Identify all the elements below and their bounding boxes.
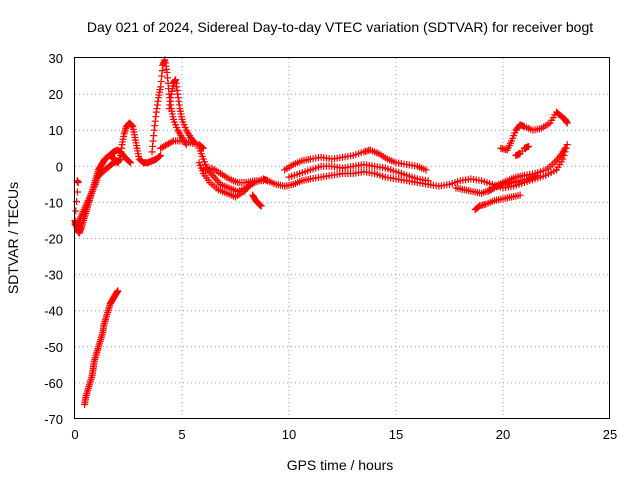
y-tick-label: 10 [49, 123, 63, 138]
data-point [561, 144, 569, 152]
data-point [516, 191, 524, 199]
data-point [563, 119, 571, 127]
y-tick-label: -50 [44, 340, 63, 355]
y-tick-label: -20 [44, 232, 63, 247]
series-arc-j-loop [199, 164, 267, 187]
y-tick-label: -60 [44, 376, 63, 391]
series-arc-s-rise [497, 108, 571, 154]
x-axis-label: GPS time / hours [287, 457, 394, 473]
data-point [516, 150, 524, 158]
data-point [156, 152, 164, 160]
tick-labels: 0 5 10 15 20 25 -70 -60 -50 -40 -30 -20 -10 0 10 20 30 [44, 51, 617, 442]
data-point [257, 202, 265, 210]
plot-frame [74, 57, 610, 419]
data-point [212, 175, 220, 183]
series-arc-c-start [71, 157, 122, 230]
data-point [422, 166, 430, 174]
series-arc-q-late [471, 191, 524, 214]
y-tick-label: 0 [56, 159, 63, 174]
data-point [198, 143, 206, 151]
series-arc-m-mid [281, 146, 430, 174]
data-point [157, 151, 165, 159]
series-arc-n-mid [285, 160, 432, 185]
data-point [489, 185, 497, 193]
series-arc-f-spike [165, 76, 199, 147]
x-tick-label: 20 [496, 427, 510, 442]
y-axis-label: SDTVAR / TECUs [5, 182, 21, 294]
data-point [126, 158, 134, 166]
y-tick-label: 20 [49, 87, 63, 102]
x-tick-label: 0 [71, 427, 78, 442]
y-tick-label: -70 [44, 412, 63, 427]
x-tick-label: 15 [389, 427, 403, 442]
data-point [128, 122, 136, 130]
data-point [114, 287, 122, 295]
series-arc-i-decline [195, 159, 254, 201]
y-tick-label: -10 [44, 195, 63, 210]
series-arc-k-drop [249, 191, 265, 210]
data-point [127, 159, 135, 167]
x-tick-label: 10 [282, 427, 296, 442]
x-tick-label: 5 [178, 427, 185, 442]
data-point [73, 188, 81, 196]
data-point [533, 171, 541, 179]
data-point [74, 179, 82, 187]
series-arc-d-hump [107, 119, 165, 167]
data-point [72, 207, 80, 215]
series-arc-r-late [484, 171, 541, 196]
series-arc-a-low [81, 287, 122, 409]
data-point [563, 141, 571, 149]
data-point [210, 173, 218, 181]
data-point [168, 138, 176, 146]
data-point [552, 157, 560, 165]
x-tick-label: 25 [603, 427, 617, 442]
y-tick-label: -40 [44, 304, 63, 319]
y-tick-label: 30 [49, 51, 63, 66]
grid [75, 58, 610, 419]
chart-title: Day 021 of 2024, Sidereal Day-to-day VTE… [87, 19, 593, 35]
data-point [213, 177, 221, 185]
series-arc-t-rise [512, 142, 533, 159]
data-marks [71, 56, 571, 409]
y-tick-label: -30 [44, 268, 63, 283]
